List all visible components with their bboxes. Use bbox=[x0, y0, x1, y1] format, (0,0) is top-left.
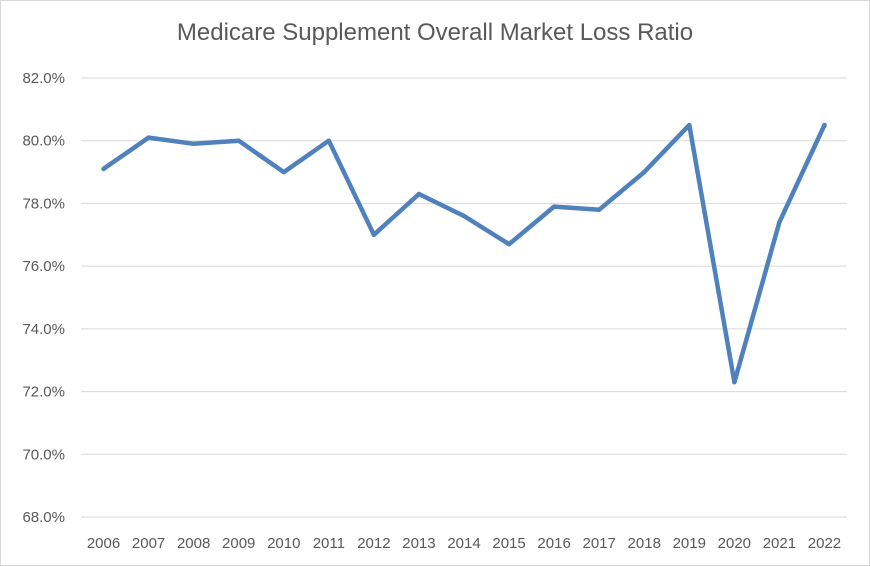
data-point bbox=[461, 213, 467, 219]
data-point bbox=[551, 204, 557, 209]
y-tick-label: 70.0% bbox=[22, 446, 65, 463]
data-point bbox=[191, 141, 196, 147]
data-point bbox=[101, 166, 106, 172]
x-tick-label: 2013 bbox=[402, 535, 435, 552]
gridlines bbox=[81, 77, 847, 518]
x-tick-label: 2018 bbox=[628, 535, 661, 552]
data-point bbox=[281, 169, 286, 175]
data-point bbox=[236, 138, 241, 143]
y-axis-tick-labels: 68.0% 70.0% 72.0% 74.0% 76.0% 78.0% 80.0% 82.0% bbox=[22, 70, 65, 526]
data-point bbox=[146, 135, 151, 140]
x-tick-label: 2015 bbox=[492, 535, 525, 552]
data-point bbox=[642, 169, 647, 175]
x-tick-label: 2007 bbox=[132, 535, 165, 552]
x-tick-label: 2011 bbox=[313, 535, 345, 552]
y-tick-label: 76.0% bbox=[22, 258, 65, 275]
data-point bbox=[732, 379, 737, 385]
y-tick-label: 72.0% bbox=[22, 384, 65, 401]
data-point bbox=[506, 241, 512, 247]
x-tick-label: 2008 bbox=[177, 535, 210, 552]
data-point bbox=[596, 207, 602, 212]
data-point bbox=[371, 232, 377, 237]
chart-title: Medicare Supplement Overall Market Loss … bbox=[176, 19, 694, 46]
x-tick-label: 2012 bbox=[357, 535, 390, 552]
x-tick-label: 2010 bbox=[267, 535, 300, 552]
x-tick-label: 2009 bbox=[222, 535, 255, 552]
data-point bbox=[687, 122, 692, 128]
data-point bbox=[416, 191, 422, 197]
y-tick-label: 80.0% bbox=[22, 133, 65, 150]
data-point bbox=[777, 220, 782, 225]
series-layer bbox=[101, 122, 827, 385]
x-tick-label: 2020 bbox=[718, 535, 751, 552]
x-axis-tick-labels: 2006 2007 2008 2009 2010 2011 2012 2013 2014 2015… bbox=[87, 535, 841, 552]
y-tick-label: 82.0% bbox=[22, 70, 65, 87]
x-tick-label: 2014 bbox=[447, 535, 480, 552]
series-line bbox=[101, 122, 827, 385]
x-tick-label: 2016 bbox=[537, 535, 570, 552]
x-tick-label: 2019 bbox=[673, 535, 706, 552]
data-point bbox=[326, 138, 332, 143]
y-tick-label: 78.0% bbox=[22, 195, 65, 212]
x-tick-label: 2021 bbox=[763, 535, 796, 552]
y-tick-label: 68.0% bbox=[22, 509, 65, 526]
x-tick-label: 2006 bbox=[87, 535, 120, 552]
data-point bbox=[822, 122, 827, 128]
x-tick-label: 2022 bbox=[808, 535, 841, 552]
x-tick-label: 2017 bbox=[582, 535, 615, 552]
y-tick-label: 74.0% bbox=[22, 321, 65, 338]
